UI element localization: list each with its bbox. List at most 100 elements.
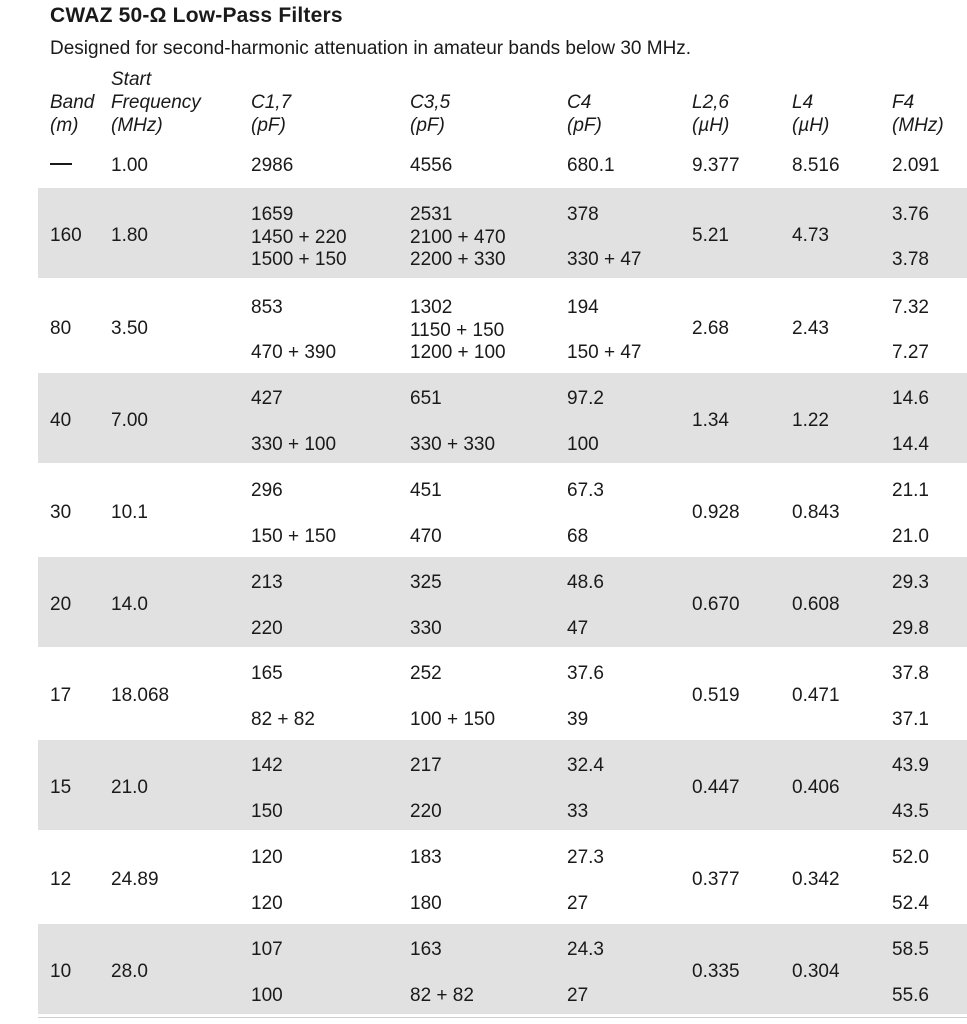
- cell-c17: 330 + 100: [251, 434, 337, 455]
- table-row: 15 21.0 142 150 217 220 32.4 33 0.447 0.…: [38, 740, 967, 830]
- cell-f4: 3.78: [892, 249, 929, 270]
- cell-c17: 82 + 82: [251, 709, 315, 730]
- cell-f4: 3.76: [892, 204, 929, 225]
- cell-c17: 142: [251, 755, 283, 776]
- cell-f4: 29.3: [892, 572, 929, 593]
- table-row: 80 3.50 853 470 + 390 1302 1150 + 150 12…: [38, 281, 967, 371]
- header-start-frequency: Start Frequency (MHz): [111, 68, 201, 137]
- cell-c4: 97.2: [567, 388, 604, 409]
- header-band-line: Band: [50, 92, 95, 113]
- cell-band: 12: [50, 869, 72, 890]
- cell-band: 17: [50, 685, 72, 706]
- cell-c4: 150 + 47: [567, 342, 642, 363]
- header-band-line: (m): [50, 115, 79, 136]
- cell-c4: 194: [567, 297, 599, 318]
- cell-c17: 470 + 390: [251, 342, 337, 363]
- table-row: 12 24.89 120 120 183 180 27.3 27 0.377 0…: [38, 832, 967, 922]
- cell-f4: 43.5: [892, 801, 929, 822]
- header-l26-line: L2,6: [692, 92, 729, 113]
- cell-l26: 2.68: [692, 318, 729, 339]
- cell-c17: 120: [251, 893, 283, 914]
- table-row: 30 10.1 296 150 + 150 451 470 67.3 68 0.…: [38, 465, 967, 555]
- cell-c35: 651: [410, 388, 442, 409]
- header-c17-line: (pF): [251, 115, 286, 136]
- cell-c35: 183: [410, 847, 442, 868]
- cell-c4: 68: [567, 526, 589, 547]
- cell-c17: 107: [251, 939, 283, 960]
- cell-f4: 52.4: [892, 893, 929, 914]
- cell-start: 14.0: [111, 594, 148, 615]
- cell-c35: 163: [410, 939, 442, 960]
- cell-l26: 0.447: [692, 777, 740, 798]
- cell-l26: 0.377: [692, 869, 740, 890]
- cell-f4: 58.5: [892, 939, 929, 960]
- cell-c4: 27: [567, 985, 589, 1006]
- cell-start: 3.50: [111, 318, 148, 339]
- cell-c17: 296: [251, 480, 283, 501]
- cell-c4: 67.3: [567, 480, 604, 501]
- cell-c17: 100: [251, 985, 283, 1006]
- cell-start: 21.0: [111, 777, 148, 798]
- cell-l26: 0.335: [692, 961, 740, 982]
- table-subtitle: Designed for second-harmonic attenuation…: [50, 38, 692, 59]
- cell-c4: 378: [567, 204, 599, 225]
- cell-c17: 150 + 150: [251, 526, 337, 547]
- cell-c35: 4556: [410, 155, 453, 176]
- cell-l26: 1.34: [692, 410, 729, 431]
- cell-f4: 55.6: [892, 985, 929, 1006]
- header-l4-line: (µH): [792, 115, 830, 136]
- cell-l4: 8.516: [792, 155, 840, 176]
- cell-f4: 37.8: [892, 663, 929, 684]
- cell-c35: 470: [410, 526, 442, 547]
- header-l26-line: (µH): [692, 115, 730, 136]
- cell-l26: 5.21: [692, 225, 729, 246]
- cell-c35: 1150 + 150: [410, 320, 505, 341]
- cell-band: —: [50, 154, 72, 177]
- cell-c35: 100 + 150: [410, 709, 496, 730]
- cell-l4: 0.342: [792, 869, 840, 890]
- cell-start: 24.89: [111, 869, 159, 890]
- cell-c35: 2100 + 470: [410, 227, 506, 248]
- cell-c35: 82 + 82: [410, 985, 474, 1006]
- cell-c17: 853: [251, 297, 283, 318]
- table-row: 10 28.0 107 100 163 82 + 82 24.3 27 0.33…: [38, 924, 967, 1014]
- cell-f4: 14.4: [892, 434, 929, 455]
- cell-c17: 213: [251, 572, 283, 593]
- cell-start: 1.80: [111, 225, 148, 246]
- cell-l26: 0.519: [692, 685, 740, 706]
- cell-c4: 39: [567, 709, 589, 730]
- header-c4-line: C4: [567, 92, 592, 113]
- cell-f4: 2.091: [892, 155, 940, 176]
- table-row: 20 14.0 213 220 325 330 48.6 47 0.670 0.…: [38, 557, 967, 647]
- cell-l4: 0.304: [792, 961, 840, 982]
- header-c4: C4 (pF): [567, 91, 602, 137]
- cell-c17: 220: [251, 618, 283, 639]
- cell-c35: 1200 + 100: [410, 342, 506, 363]
- header-start-line: Start: [111, 69, 152, 90]
- cell-c4: 33: [567, 801, 589, 822]
- header-start-line: Frequency: [111, 92, 201, 113]
- cell-c35: 330 + 330: [410, 434, 496, 455]
- cell-c17: 1659: [251, 204, 294, 225]
- cell-f4: 37.1: [892, 709, 929, 730]
- cell-c17: 427: [251, 388, 283, 409]
- cell-l26: 9.377: [692, 155, 740, 176]
- cell-band: 15: [50, 777, 72, 798]
- header-l4-line: L4: [792, 92, 814, 113]
- cell-c17: 120: [251, 847, 283, 868]
- cell-band: 40: [50, 410, 72, 431]
- header-c4-line: (pF): [567, 115, 602, 136]
- cell-l4: 4.73: [792, 225, 829, 246]
- cell-c17: 165: [251, 663, 283, 684]
- header-start-line: (MHz): [111, 115, 163, 136]
- cell-start: 10.1: [111, 502, 148, 523]
- cell-c35: 2200 + 330: [410, 249, 506, 270]
- cell-c4: 37.6: [567, 663, 604, 684]
- cell-l26: 0.670: [692, 594, 740, 615]
- cell-c4: 100: [567, 434, 599, 455]
- cell-l4: 1.22: [792, 410, 829, 431]
- cell-c4: 24.3: [567, 939, 604, 960]
- header-c17-line: C1,7: [251, 92, 292, 113]
- cell-band: 160: [50, 225, 82, 246]
- header-band: Band (m): [50, 91, 94, 137]
